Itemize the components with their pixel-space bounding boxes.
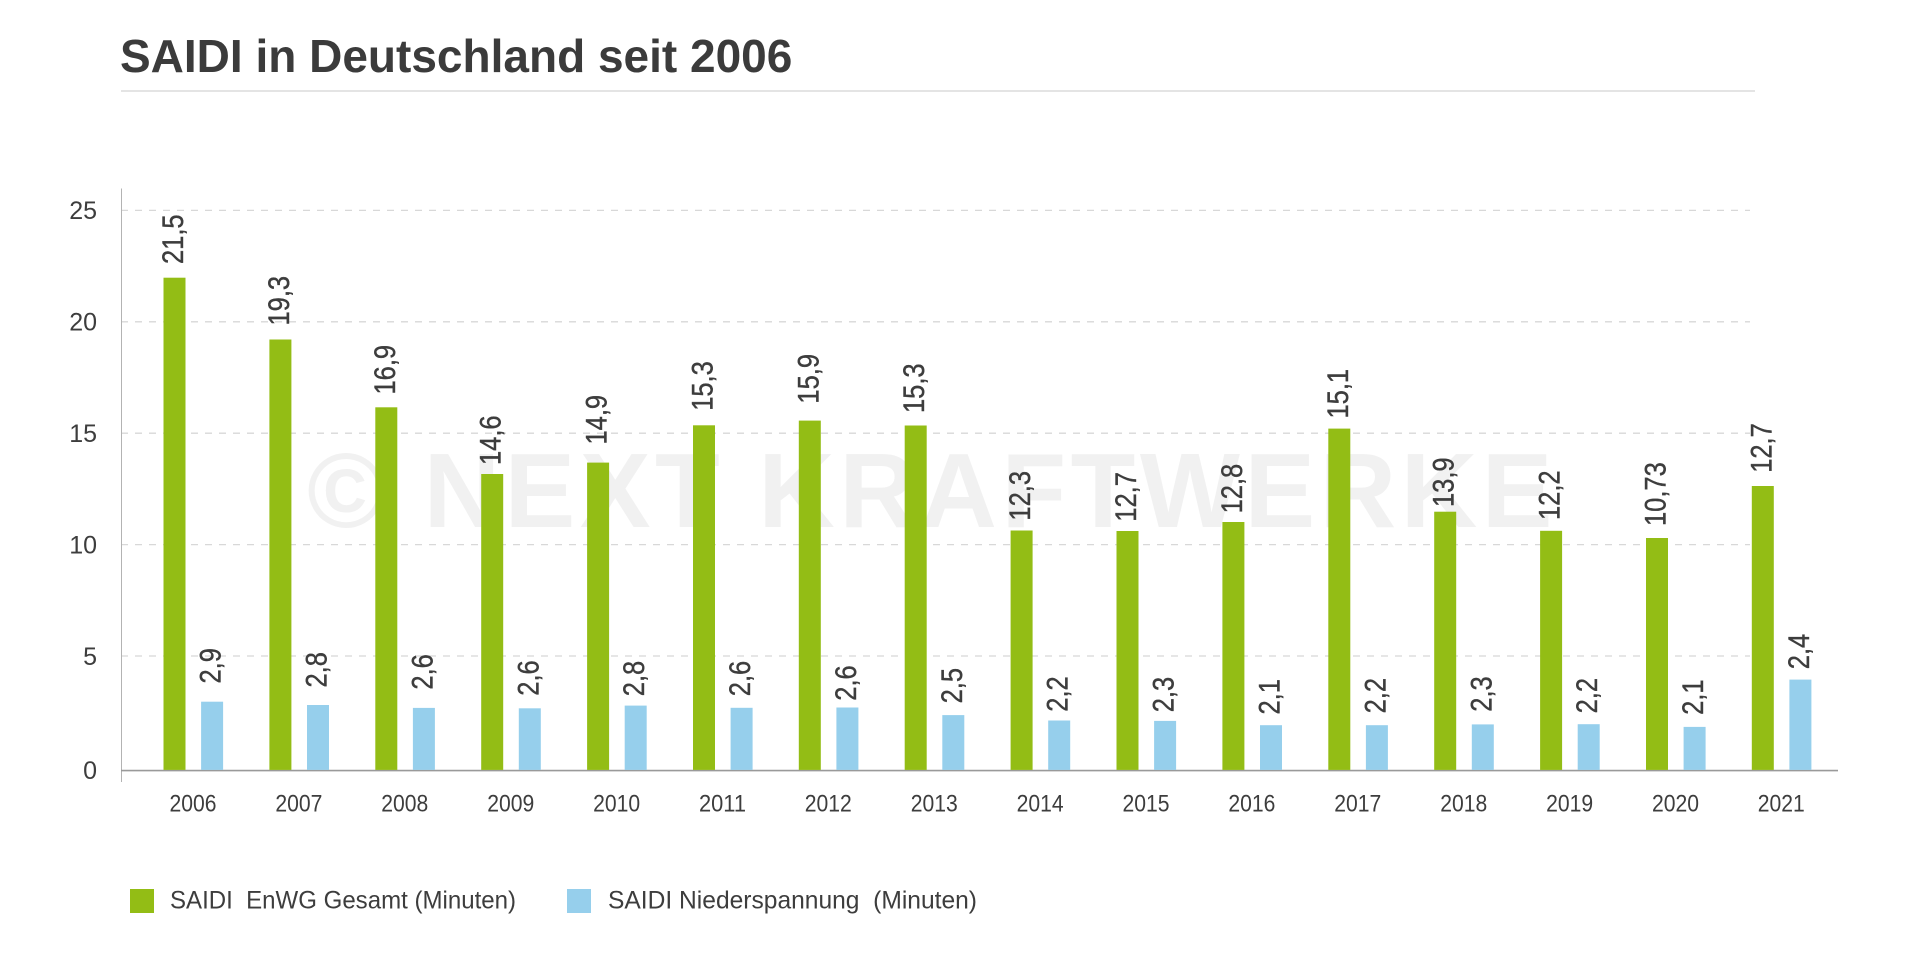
svg-text:15,9: 15,9 xyxy=(792,354,825,404)
svg-text:2011: 2011 xyxy=(699,791,746,818)
svg-text:15,1: 15,1 xyxy=(1321,369,1354,419)
svg-text:2007: 2007 xyxy=(275,791,322,818)
svg-text:2019: 2019 xyxy=(1546,791,1593,818)
svg-text:16,9: 16,9 xyxy=(368,345,401,395)
svg-text:2012: 2012 xyxy=(805,791,852,818)
svg-text:2,1: 2,1 xyxy=(1676,679,1709,714)
svg-text:2,3: 2,3 xyxy=(1147,677,1180,712)
svg-text:12,7: 12,7 xyxy=(1745,423,1778,473)
svg-text:12,7: 12,7 xyxy=(1109,472,1142,522)
svg-text:2,2: 2,2 xyxy=(1571,678,1604,713)
svg-text:13,9: 13,9 xyxy=(1427,457,1460,507)
svg-text:2,6: 2,6 xyxy=(829,665,862,700)
svg-text:2013: 2013 xyxy=(911,791,958,818)
svg-text:2020: 2020 xyxy=(1652,791,1699,818)
svg-text:2014: 2014 xyxy=(1017,791,1064,818)
svg-text:5: 5 xyxy=(83,643,97,671)
svg-text:2016: 2016 xyxy=(1228,791,1275,818)
svg-text:0: 0 xyxy=(83,757,97,785)
svg-text:2,4: 2,4 xyxy=(1782,634,1815,669)
svg-text:2018: 2018 xyxy=(1440,791,1487,818)
svg-text:14,9: 14,9 xyxy=(580,395,613,445)
svg-text:12,2: 12,2 xyxy=(1533,470,1566,520)
svg-text:15: 15 xyxy=(69,420,97,448)
svg-text:20: 20 xyxy=(69,309,97,337)
svg-text:12,8: 12,8 xyxy=(1215,464,1248,514)
svg-text:2,6: 2,6 xyxy=(406,654,439,689)
svg-text:10: 10 xyxy=(69,531,97,559)
svg-text:2,5: 2,5 xyxy=(935,668,968,703)
svg-text:SAIDI Niederspannung (Minuten: SAIDI Niederspannung (Minuten) xyxy=(608,887,977,915)
svg-text:2006: 2006 xyxy=(170,791,217,818)
svg-text:2,3: 2,3 xyxy=(1465,676,1498,711)
svg-text:2,9: 2,9 xyxy=(194,648,227,683)
svg-text:2010: 2010 xyxy=(593,791,640,818)
svg-text:SAIDI in Deutschland seit 2006: SAIDI in Deutschland seit 2006 xyxy=(120,30,792,82)
svg-text:21,5: 21,5 xyxy=(156,214,189,264)
svg-text:2,8: 2,8 xyxy=(618,661,651,696)
svg-text:SAIDI EnWG Gesamt (Minuten): SAIDI EnWG Gesamt (Minuten) xyxy=(170,887,516,915)
svg-text:2,2: 2,2 xyxy=(1041,676,1074,711)
svg-text:2021: 2021 xyxy=(1758,791,1805,818)
svg-text:10,73: 10,73 xyxy=(1639,462,1672,526)
svg-text:2009: 2009 xyxy=(487,791,534,818)
svg-text:14,6: 14,6 xyxy=(474,415,507,465)
svg-text:2,2: 2,2 xyxy=(1359,678,1392,713)
svg-text:2,6: 2,6 xyxy=(512,660,545,695)
svg-text:19,3: 19,3 xyxy=(262,276,295,326)
svg-text:2,1: 2,1 xyxy=(1253,679,1286,714)
svg-text:2017: 2017 xyxy=(1334,791,1381,818)
svg-text:25: 25 xyxy=(69,197,97,225)
svg-text:2008: 2008 xyxy=(381,791,428,818)
svg-text:2,6: 2,6 xyxy=(723,661,756,696)
svg-text:15,3: 15,3 xyxy=(898,363,931,413)
svg-text:15,3: 15,3 xyxy=(686,361,719,411)
svg-text:2015: 2015 xyxy=(1123,791,1170,818)
svg-text:2,8: 2,8 xyxy=(300,652,333,687)
svg-text:12,3: 12,3 xyxy=(1003,471,1036,521)
